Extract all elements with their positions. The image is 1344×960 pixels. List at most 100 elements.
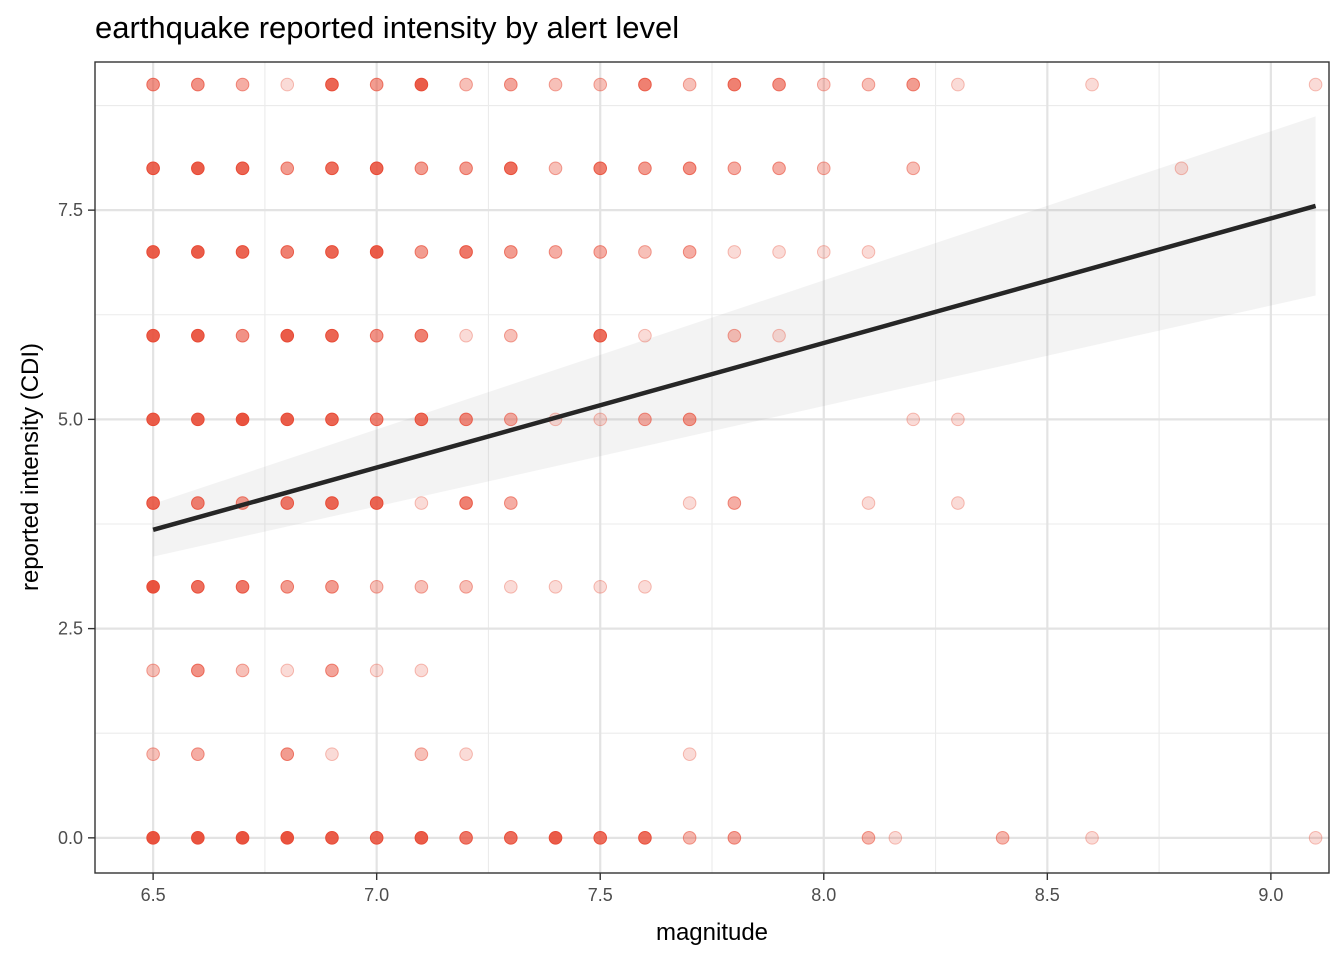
data-point bbox=[951, 77, 965, 92]
data-point bbox=[1308, 831, 1323, 845]
x-axis: 6.5 7.0 7.5 8.0 8.5 9.0 bbox=[141, 873, 1283, 905]
data-point bbox=[504, 412, 518, 427]
data-point bbox=[280, 831, 295, 845]
data-point bbox=[369, 412, 384, 427]
data-point bbox=[414, 663, 429, 678]
data-point bbox=[548, 161, 563, 176]
data-point bbox=[280, 496, 295, 510]
data-point bbox=[682, 831, 697, 845]
data-point bbox=[772, 245, 786, 259]
data-point bbox=[459, 412, 473, 427]
data-point bbox=[548, 245, 563, 259]
data-point bbox=[504, 161, 518, 176]
x-tick-label: 8.0 bbox=[811, 885, 836, 905]
data-point bbox=[280, 747, 295, 761]
data-point bbox=[727, 496, 742, 510]
data-point bbox=[325, 579, 339, 594]
data-point bbox=[906, 161, 920, 176]
data-point bbox=[593, 77, 608, 92]
data-point bbox=[146, 245, 160, 259]
data-point bbox=[146, 831, 160, 845]
data-point bbox=[235, 663, 250, 678]
data-point bbox=[1085, 77, 1099, 92]
data-point bbox=[235, 412, 250, 427]
x-tick-label: 9.0 bbox=[1258, 885, 1283, 905]
data-point bbox=[593, 831, 608, 845]
data-point bbox=[414, 161, 429, 176]
data-point bbox=[414, 77, 429, 92]
data-point bbox=[459, 831, 473, 845]
data-point bbox=[861, 831, 876, 845]
data-point bbox=[593, 245, 608, 259]
y-tick-label: 7.5 bbox=[58, 200, 83, 220]
data-point bbox=[191, 245, 205, 259]
data-point bbox=[459, 496, 473, 510]
data-point bbox=[191, 747, 205, 761]
data-point bbox=[146, 747, 160, 761]
y-axis: 0.0 2.5 5.0 7.5 bbox=[58, 200, 95, 848]
data-point bbox=[414, 831, 429, 845]
x-tick-label: 8.5 bbox=[1035, 885, 1060, 905]
data-point bbox=[325, 663, 339, 678]
trend-line bbox=[152, 203, 1317, 533]
data-point bbox=[325, 245, 339, 259]
data-point bbox=[548, 77, 563, 92]
data-point bbox=[459, 161, 473, 176]
data-point bbox=[593, 328, 608, 343]
data-point bbox=[146, 496, 160, 510]
data-point bbox=[682, 161, 697, 176]
data-point bbox=[191, 328, 205, 343]
data-point bbox=[548, 579, 563, 594]
data-point bbox=[951, 496, 965, 510]
data-point bbox=[369, 77, 384, 92]
data-point bbox=[638, 831, 652, 845]
data-point bbox=[504, 77, 518, 92]
data-point bbox=[280, 663, 295, 678]
grid-minor bbox=[95, 62, 1329, 873]
data-point bbox=[682, 245, 697, 259]
data-point bbox=[325, 161, 339, 176]
data-point bbox=[280, 161, 295, 176]
data-point bbox=[146, 328, 160, 343]
data-point bbox=[414, 579, 429, 594]
x-tick-label: 7.0 bbox=[364, 885, 389, 905]
data-point bbox=[459, 245, 473, 259]
data-point bbox=[548, 831, 563, 845]
data-point bbox=[325, 328, 339, 343]
data-point bbox=[325, 831, 339, 845]
data-point bbox=[682, 496, 697, 510]
data-point bbox=[369, 161, 384, 176]
data-point bbox=[638, 161, 652, 176]
data-point bbox=[146, 412, 160, 427]
data-point bbox=[459, 77, 473, 92]
data-point bbox=[504, 245, 518, 259]
data-point bbox=[414, 747, 429, 761]
data-point bbox=[816, 77, 831, 92]
data-point bbox=[593, 412, 608, 427]
data-point bbox=[906, 412, 920, 427]
data-point bbox=[146, 161, 160, 176]
data-point bbox=[325, 496, 339, 510]
data-point bbox=[146, 663, 160, 678]
data-point bbox=[727, 831, 742, 845]
data-point bbox=[459, 747, 473, 761]
data-point bbox=[146, 579, 160, 594]
data-point bbox=[682, 77, 697, 92]
data-point bbox=[325, 747, 339, 761]
data-point bbox=[459, 328, 473, 343]
x-axis-title: magnitude bbox=[656, 919, 768, 946]
x-tick-label: 7.5 bbox=[588, 885, 613, 905]
data-point bbox=[1174, 161, 1189, 176]
data-point bbox=[861, 245, 876, 259]
y-axis-title: reported intensity (CDI) bbox=[17, 343, 44, 591]
data-point bbox=[772, 77, 786, 92]
data-point bbox=[235, 831, 250, 845]
data-point bbox=[772, 161, 786, 176]
data-point bbox=[369, 245, 384, 259]
data-point bbox=[504, 831, 518, 845]
data-point bbox=[146, 77, 160, 92]
data-point bbox=[191, 77, 205, 92]
x-tick-label: 6.5 bbox=[141, 885, 166, 905]
data-point bbox=[504, 579, 518, 594]
